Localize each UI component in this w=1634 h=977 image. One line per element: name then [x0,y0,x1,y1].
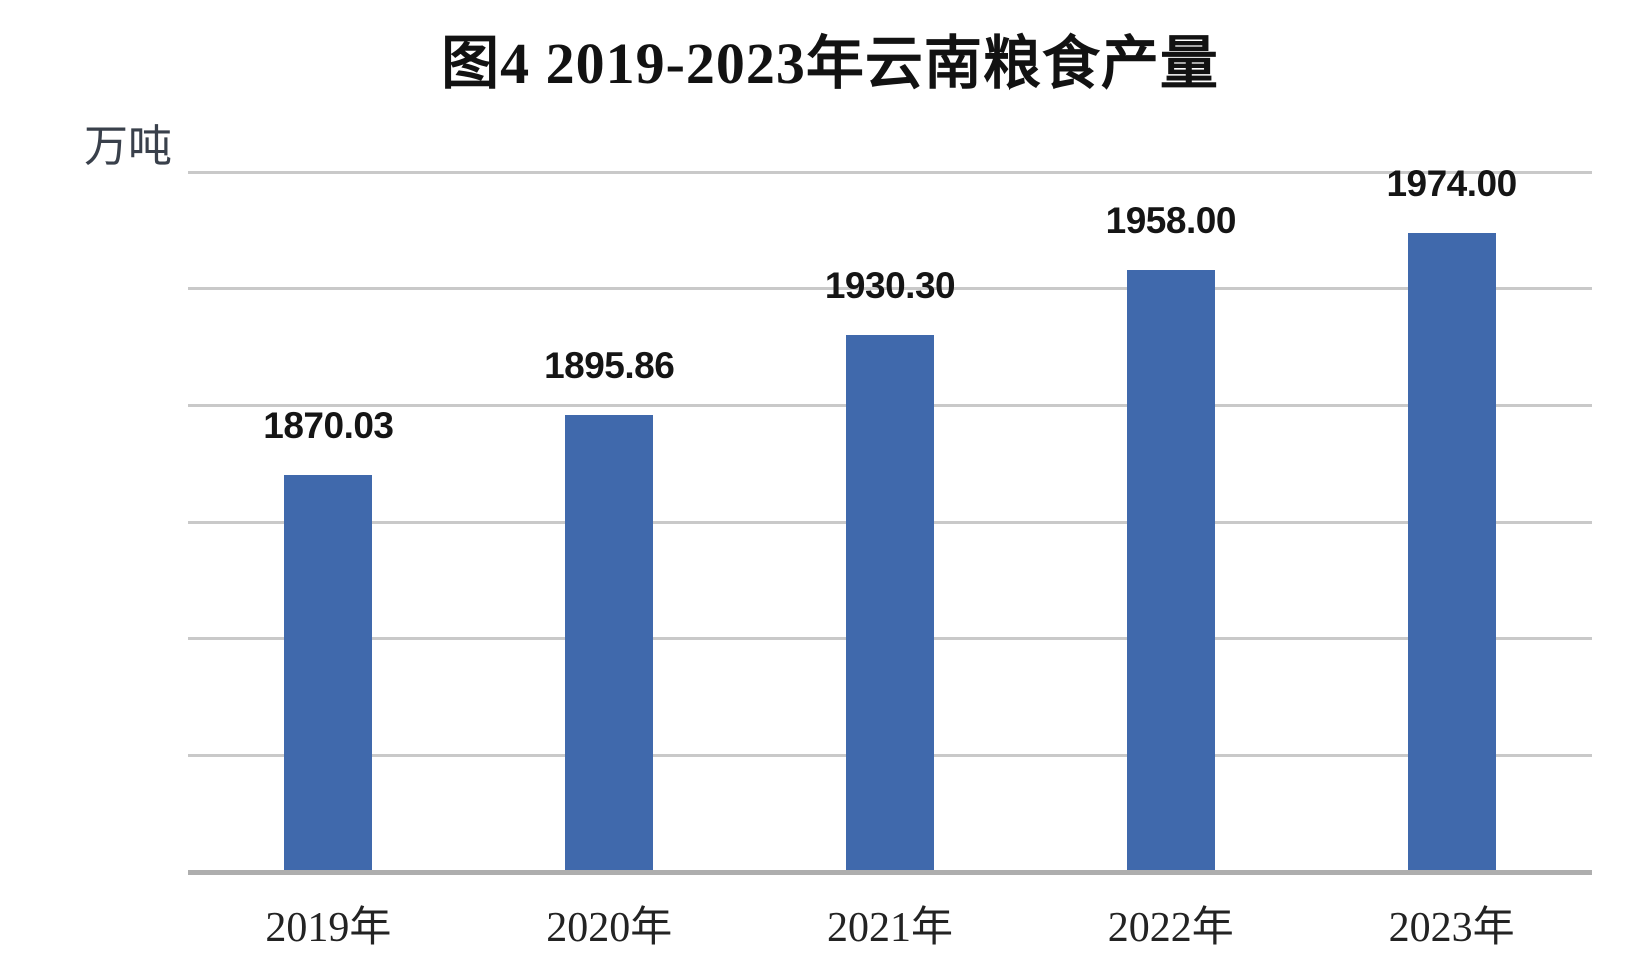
bar-2020年 [565,415,654,872]
bar-group: 1974.00 [1311,163,1592,872]
bar-2021年 [845,335,934,872]
bar-group: 1958.00 [1030,172,1311,872]
x-axis-line [188,869,1592,875]
bar-group: 1870.03 [188,172,469,872]
bar-value-label: 1895.86 [544,345,675,386]
x-axis-label: 2019年 [265,905,392,951]
bar-2022年 [1126,270,1215,872]
bar-value-label: 1974.00 [1386,163,1517,204]
bar-group: 1895.86 [469,172,750,872]
plot-area: 1870.03 1895.86 1930.30 1958.00 1974.00 [188,163,1592,875]
bar-2019年 [284,475,373,872]
x-axis-label: 2021年 [826,905,953,951]
bar-value-label: 1958.00 [1105,200,1237,241]
bar-group: 1930.30 [750,172,1031,872]
bar-2023年 [1407,233,1496,872]
chart-title: 图4 2019-2023年云南粮食产量 [441,31,1219,96]
x-axis-label: 2020年 [546,905,673,951]
gridline [188,170,1592,174]
bar-value-label: 1870.03 [263,405,394,446]
x-axis: 2019年 2020年 2021年 2022年 2023年 [188,893,1592,953]
gridline [188,287,1592,291]
x-axis-label: 2023年 [1388,905,1515,951]
x-axis-label: 2022年 [1107,905,1234,951]
bar-value-label: 1930.30 [824,265,956,306]
y-axis-unit-label: 万吨 [84,122,172,171]
